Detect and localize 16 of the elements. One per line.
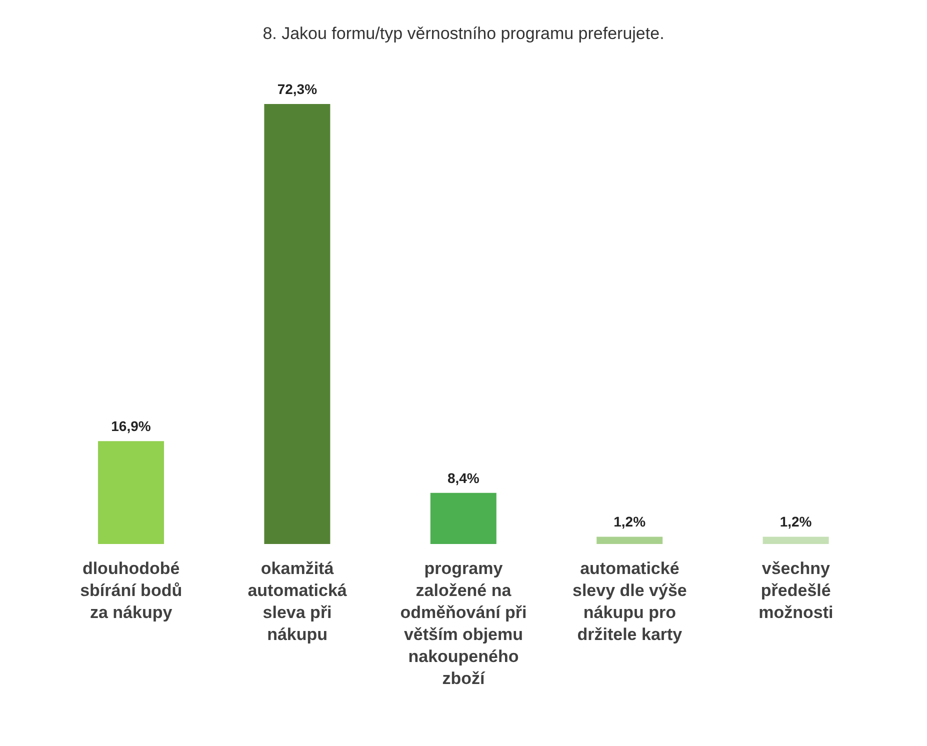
bar [596, 536, 663, 544]
x-tick-label: dlouhodobé sbírání bodů za nákupy [80, 559, 182, 622]
bar [264, 104, 330, 544]
bar [98, 441, 164, 544]
bar [430, 492, 496, 544]
x-tick-label: okamžitá automatická sleva při nákupu [248, 559, 348, 644]
bar [762, 536, 829, 544]
data-label: 16,9% [111, 418, 152, 434]
data-label: 72,3% [277, 81, 318, 97]
data-label: 1,2% [614, 514, 646, 530]
x-tick-label: programy založené na odměňování při větším objemu nakoupeného zboží [400, 559, 527, 688]
data-label: 8,4% [447, 470, 480, 486]
chart-title: 8. Jakou formu/typ věrnostního programu preferujete. [262, 23, 666, 45]
x-tick-label: automatické slevy dle výše nákupu pro držitele karty [572, 559, 687, 644]
x-tick-label: všechny předešlé možnosti [758, 559, 834, 622]
data-label: 1,2% [780, 514, 812, 530]
